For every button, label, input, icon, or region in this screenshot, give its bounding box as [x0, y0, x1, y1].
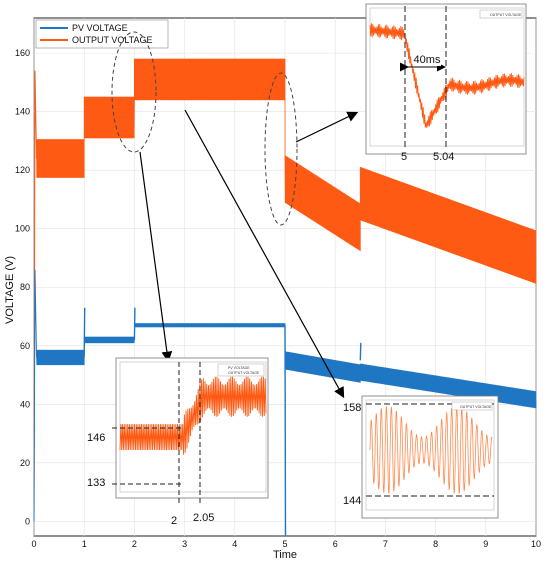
series-spike — [83, 307, 86, 358]
series-layer — [33, 58, 537, 537]
y-tick-label: 0 — [25, 516, 30, 526]
inset-2s-legend-output: OUTPUT VOLTAGE — [228, 371, 260, 375]
arrow-to-inset-ripple — [184, 109, 345, 399]
y-tick-label: 100 — [15, 224, 30, 234]
y-tick-label: 160 — [15, 48, 30, 58]
y-tick-labels: 0 20 40 60 80 100 120 140 160 — [15, 48, 30, 526]
x-tick-label: 6 — [333, 539, 338, 549]
inset-ripple-line — [369, 405, 493, 494]
x-tick-labels: 0 1 2 3 4 5 6 7 8 9 10 — [31, 539, 541, 549]
inset-5s-plot — [369, 7, 525, 147]
x-tick-label: 0 — [31, 539, 36, 549]
y-tick-label: 40 — [20, 399, 30, 409]
x-tick-label: 5 — [282, 539, 287, 549]
inset-2s-line — [119, 376, 267, 455]
inset-2s-legend-pv: PV VOLTAGE — [228, 366, 250, 370]
x-tick-label: 10 — [531, 539, 541, 549]
legend-label-output: OUTPUT VOLTAGE — [72, 35, 153, 45]
x-tick-label: 8 — [433, 539, 438, 549]
inset-zoom-2s: PV VOLTAGE OUTPUT VOLTAGE 146 133 2 2.05 — [87, 357, 269, 527]
inset-ripple-label-144: 144 — [343, 495, 361, 507]
x-tick-label: 9 — [483, 539, 488, 549]
inset-5s-annotation: 40ms — [414, 54, 441, 66]
legend: PV VOLTAGE OUTPUT VOLTAGE — [35, 19, 169, 49]
series-startup-line — [33, 269, 38, 522]
inset-5s-trace — [369, 23, 525, 128]
inset-ripple-legend-output: OUTPUT VOLTAGE — [460, 405, 492, 409]
x-axis-label: Time — [273, 549, 297, 561]
inset-zoom-ripple: OUTPUT VOLTAGE 158 144 — [343, 395, 499, 519]
inset-5s-label-5: 5 — [401, 151, 407, 163]
inset-2s-trace — [119, 376, 267, 455]
inset-ripple-label-158: 158 — [343, 402, 361, 414]
y-tick-label: 80 — [20, 282, 30, 292]
series-spike — [359, 342, 362, 361]
x-tick-label: 4 — [232, 539, 237, 549]
series-line — [36, 323, 537, 409]
zoom-region-ellipse-2s — [111, 31, 157, 153]
inset-2s-label-205: 2.05 — [193, 512, 214, 524]
y-tick-label: 120 — [15, 165, 30, 175]
series-spike — [133, 307, 136, 340]
x-tick-label: 2 — [132, 539, 137, 549]
arrow-to-inset-2s — [139, 151, 173, 363]
inset-ripple-legend-box — [451, 401, 493, 411]
inset-zoom-5s: 40ms OUTPUT VOLTAGE 5 5.04 — [365, 3, 527, 163]
inset-2s-plot — [119, 361, 267, 493]
y-tick-label: 20 — [20, 458, 30, 468]
x-tick-label: 3 — [182, 539, 187, 549]
series-pv-voltage — [33, 269, 537, 537]
inset-2s-label-146: 146 — [87, 432, 105, 444]
arrow-to-inset-5s — [295, 111, 359, 143]
zoom-region-ellipse-5s — [264, 72, 298, 226]
y-tick-label: 60 — [20, 341, 30, 351]
inset-2s-legend-box — [217, 363, 265, 377]
inset-5s-label-504: 5.04 — [433, 151, 454, 163]
legend-label-pv: PV VOLTAGE — [72, 23, 128, 33]
legend-box — [35, 19, 169, 49]
inset-5s-legend-output: OUTPUT VOLTAGE — [490, 13, 522, 17]
inset-2s-label-133: 133 — [87, 477, 105, 489]
inset-ripple-trace — [369, 405, 493, 494]
y-tick-label: 140 — [15, 107, 30, 117]
series-spike — [284, 325, 287, 537]
x-tick-label: 7 — [383, 539, 388, 549]
series-line — [36, 58, 537, 284]
y-axis-label: VOLTAGE (V) — [4, 256, 16, 324]
inset-5s-annotation-bg — [413, 53, 441, 66]
inset-5s-line — [369, 23, 525, 128]
inset-2s-label-2: 2 — [171, 515, 177, 527]
x-tick-label: 1 — [82, 539, 87, 549]
inset-5s-legend-box — [479, 9, 523, 19]
